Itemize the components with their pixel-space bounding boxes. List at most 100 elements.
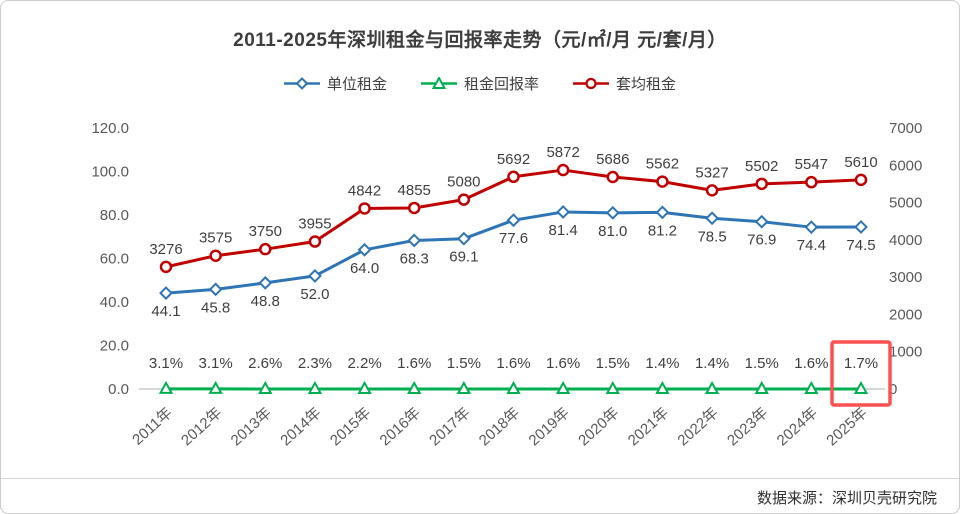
data-label-avg-unit-rent: 5692 xyxy=(497,151,530,168)
data-label-unit-rent: 74.5 xyxy=(846,237,875,254)
data-label-unit-rent: 64.0 xyxy=(350,260,379,277)
data-label-unit-rent: 81.4 xyxy=(549,222,578,239)
marker-circle-avg-unit-rent xyxy=(407,201,421,215)
marker-triangle-rental-yield xyxy=(307,380,323,394)
marker-circle-avg-unit-rent xyxy=(209,249,222,262)
data-label-avg-unit-rent: 3955 xyxy=(298,216,331,233)
legend-label-avg-unit-rent: 套均租金 xyxy=(616,76,677,93)
x-axis-label: 2015年 xyxy=(327,404,374,449)
marker-triangle-rental-yield xyxy=(704,380,720,394)
data-label-avg-unit-rent: 4842 xyxy=(348,182,381,199)
marker-circle-avg-unit-rent xyxy=(606,170,620,184)
y-axis-left-tick: 40.0 xyxy=(100,294,129,311)
data-label-unit-rent: 78.5 xyxy=(697,228,726,245)
data-label-rental-yield: 1.4% xyxy=(645,355,679,372)
legend-label-unit-rent: 单位租金 xyxy=(326,76,387,93)
data-label-unit-rent: 76.9 xyxy=(747,232,776,249)
marker-diamond-unit-rent xyxy=(754,214,769,229)
y-axis-left-tick: 0.0 xyxy=(108,381,129,398)
y-axis-right-tick: 4000 xyxy=(889,232,922,249)
marker-diamond-unit-rent xyxy=(655,205,670,220)
y-axis-left-tick: 100.0 xyxy=(91,164,129,181)
x-axis-label: 2017年 xyxy=(426,404,473,449)
marker-triangle-rental-yield xyxy=(506,380,521,394)
legend-item-rental-yield: 租金回报率 xyxy=(420,73,539,94)
marker-triangle-rental-yield xyxy=(357,380,372,394)
y-axis-right-tick: 2000 xyxy=(889,306,922,323)
y-axis-left-tick: 120.0 xyxy=(91,120,129,137)
marker-triangle-rental-yield xyxy=(605,380,620,394)
data-label-rental-yield: 1.5% xyxy=(745,355,779,372)
data-label-unit-rent: 77.6 xyxy=(499,230,528,247)
marker-triangle-rental-yield xyxy=(456,380,472,394)
data-label-unit-rent: 44.1 xyxy=(151,303,180,320)
marker-circle-avg-unit-rent xyxy=(159,260,173,274)
data-label-unit-rent: 52.0 xyxy=(300,286,329,303)
y-axis-right-tick: 0 xyxy=(889,381,897,398)
data-label-avg-unit-rent: 5872 xyxy=(546,144,579,161)
marker-diamond-unit-rent xyxy=(456,231,471,246)
x-axis-label: 2016年 xyxy=(377,404,424,449)
marker-circle-avg-unit-rent xyxy=(358,202,371,215)
data-label-unit-rent: 45.8 xyxy=(201,299,230,316)
marker-triangle-rental-yield xyxy=(804,380,819,394)
marker-circle-avg-unit-rent xyxy=(507,170,520,184)
data-label-avg-unit-rent: 5327 xyxy=(695,164,728,181)
x-axis-label: 2013年 xyxy=(228,404,275,449)
marker-circle-avg-unit-rent xyxy=(556,163,570,177)
data-label-avg-unit-rent: 5502 xyxy=(745,158,778,175)
y-axis-left-tick: 80.0 xyxy=(100,207,129,224)
marker-diamond-unit-rent xyxy=(705,211,719,226)
marker-diamond-unit-rent xyxy=(854,220,868,234)
highlight-box xyxy=(830,340,892,407)
marker-diamond-unit-rent xyxy=(407,233,422,248)
marker-diamond-unit-rent xyxy=(159,286,173,300)
marker-diamond-unit-rent xyxy=(258,275,273,290)
data-label-rental-yield: 2.6% xyxy=(248,355,282,372)
rental-yield-line-triangle-icon xyxy=(420,77,457,89)
x-axis-label: 2021年 xyxy=(625,404,672,449)
data-label-avg-unit-rent: 3276 xyxy=(149,241,182,258)
marker-diamond-unit-rent xyxy=(605,205,620,220)
data-label-avg-unit-rent: 5547 xyxy=(795,156,828,173)
data-label-avg-unit-rent: 5562 xyxy=(646,156,679,173)
unit-rent-line-diamond-icon xyxy=(283,77,320,90)
data-label-avg-unit-rent: 5080 xyxy=(447,174,480,191)
marker-triangle-rental-yield xyxy=(158,380,174,394)
marker-diamond-unit-rent xyxy=(556,205,571,219)
x-axis-label: 2025年 xyxy=(823,404,870,449)
marker-circle-avg-unit-rent xyxy=(457,193,471,206)
y-axis-right-tick: 5000 xyxy=(889,195,922,212)
x-axis-label: 2019年 xyxy=(525,404,572,449)
data-label-rental-yield: 1.4% xyxy=(695,355,729,372)
y-axis-right-tick: 1000 xyxy=(889,344,922,361)
data-label-rental-yield: 1.5% xyxy=(596,355,630,372)
marker-triangle-rental-yield xyxy=(555,380,571,394)
data-label-rental-yield: 1.5% xyxy=(447,355,481,372)
legend-item-avg-unit-rent: 套均租金 xyxy=(573,73,676,94)
y-axis-right-tick: 3000 xyxy=(889,269,922,286)
marker-diamond-unit-rent xyxy=(308,268,322,283)
x-axis-label: 2011年 xyxy=(129,404,176,448)
data-label-avg-unit-rent: 4855 xyxy=(398,182,431,199)
data-label-rental-yield: 1.6% xyxy=(397,355,431,372)
data-label-rental-yield: 2.3% xyxy=(298,355,332,372)
marker-triangle-rental-yield xyxy=(407,380,422,394)
marker-diamond-unit-rent xyxy=(506,213,521,228)
footer-divider xyxy=(1,478,959,479)
data-label-rental-yield: 2.2% xyxy=(347,355,381,372)
data-label-unit-rent: 81.2 xyxy=(648,222,677,239)
marker-diamond-unit-rent xyxy=(357,242,372,257)
data-label-unit-rent: 81.0 xyxy=(598,223,627,240)
marker-circle-avg-unit-rent xyxy=(805,175,818,189)
x-axis-label: 2014年 xyxy=(277,404,324,449)
x-axis-label: 2012年 xyxy=(178,404,225,449)
data-label-rental-yield: 3.1% xyxy=(199,355,233,372)
avg-unit-rent-line-circle-icon xyxy=(573,77,609,90)
data-label-avg-unit-rent: 5686 xyxy=(596,151,629,168)
x-axis-label: 2022年 xyxy=(674,404,721,449)
data-label-unit-rent: 69.1 xyxy=(449,249,478,266)
y-axis-left-tick: 20.0 xyxy=(100,338,129,355)
